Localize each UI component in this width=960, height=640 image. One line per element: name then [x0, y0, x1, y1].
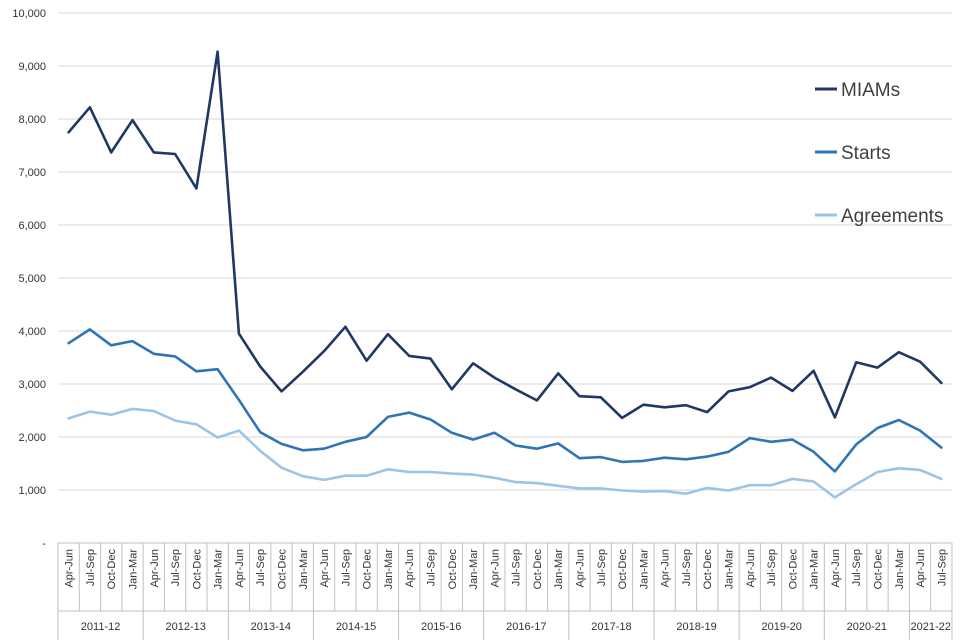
x-tick-label: Apr-Jun — [319, 549, 331, 588]
legend-label-agreements: Agreements — [841, 206, 943, 227]
group-label: 2011-12 — [81, 621, 121, 633]
x-tick-label: Jul-Sep — [426, 549, 438, 586]
x-tick-label: Oct-Dec — [617, 549, 629, 590]
y-axis: - 1,000 2,000 3,000 4,000 5,000 6,000 7,000 8,00… — [12, 8, 46, 550]
x-tick-label: Oct-Dec — [362, 549, 374, 590]
y-tick-label: 2,000 — [18, 432, 46, 444]
y-tick-label: 10,000 — [12, 8, 46, 20]
x-tick-label: Jan-Mar — [553, 549, 565, 590]
group-label: 2015-16 — [421, 621, 461, 633]
x-tick-label: Apr-Jun — [745, 549, 757, 588]
series-line-starts — [67, 328, 943, 473]
x-tick-label: Jul-Sep — [596, 549, 608, 586]
x-tick-label: Jan-Mar — [298, 549, 310, 590]
x-tick-label: Apr-Jun — [830, 549, 842, 588]
x-tick-label: Jul-Sep — [340, 549, 352, 586]
group-label: 2019-20 — [762, 621, 802, 633]
y-tick-label: 4,000 — [18, 326, 46, 338]
x-tick-label: Jul-Sep — [511, 549, 523, 586]
legend-label-miams: MIAMs — [841, 80, 900, 101]
y-tick-label: 9,000 — [18, 61, 46, 73]
y-tick-label: 3,000 — [18, 379, 46, 391]
x-tick-label: Oct-Dec — [277, 549, 289, 590]
series-line-miams — [67, 50, 943, 420]
group-label: 2020-21 — [847, 621, 887, 633]
x-tick-label: Jul-Sep — [255, 549, 267, 586]
x-tick-label: Apr-Jun — [575, 549, 587, 588]
x-tick-label: Jan-Mar — [468, 549, 480, 590]
x-tick-label: Jul-Sep — [681, 549, 693, 586]
legend-label-starts: Starts — [841, 143, 891, 164]
y-tick-label: 5,000 — [18, 273, 46, 285]
x-tick-label: Jul-Sep — [766, 549, 778, 586]
series-line-agreements — [67, 407, 943, 499]
x-tick-label: Apr-Jun — [404, 549, 416, 588]
x-tick-label: Oct-Dec — [191, 549, 203, 590]
x-tick-label: Jan-Mar — [128, 549, 140, 590]
x-tick-label: Jan-Mar — [213, 549, 225, 590]
x-tick-label: Jan-Mar — [894, 549, 906, 590]
x-tick-label: Apr-Jun — [149, 549, 161, 588]
legend-item-miams: MIAMs — [815, 80, 900, 101]
x-tick-label: Apr-Jun — [64, 549, 76, 588]
x-tick-label: Oct-Dec — [702, 549, 714, 590]
x-tick-label: Jan-Mar — [383, 549, 395, 590]
group-label: 2017-18 — [591, 621, 631, 633]
y-tick-label: 8,000 — [18, 114, 46, 126]
x-tick-label: Apr-Jun — [234, 549, 246, 588]
x-tick-label: Oct-Dec — [532, 549, 544, 590]
y-tick-label: 1,000 — [18, 485, 46, 497]
x-tick-label: Jul-Sep — [85, 549, 97, 586]
x-tick-label: Apr-Jun — [489, 549, 501, 588]
x-tick-label: Jan-Mar — [638, 549, 650, 590]
y-tick-label: 7,000 — [18, 167, 46, 179]
x-tick-label: Jul-Sep — [936, 549, 948, 586]
group-label: 2018-19 — [676, 621, 716, 633]
series-lines — [67, 50, 943, 499]
legend-item-starts: Starts — [815, 143, 891, 164]
group-label: 2021-22 — [911, 621, 951, 633]
x-tick-label: Oct-Dec — [873, 549, 885, 590]
x-tick-label: Apr-Jun — [915, 549, 927, 588]
x-axis: Apr-Jun Jul-Sep Oct-Dec Jan-Mar Apr-Jun Jul-S… — [57, 542, 953, 640]
x-tick-label: Jan-Mar — [724, 549, 736, 590]
x-tick-label: Apr-Jun — [660, 549, 672, 588]
legend-item-agreements: Agreements — [815, 206, 943, 227]
group-label: 2012-13 — [166, 621, 206, 633]
x-tick-label: Jan-Mar — [809, 549, 821, 590]
y-tick-label: 6,000 — [18, 220, 46, 232]
x-tick-label: Jul-Sep — [851, 549, 863, 586]
legend: MIAMs Starts Agreements — [815, 80, 943, 227]
x-tick-label: Oct-Dec — [106, 549, 118, 590]
x-tick-label: Oct-Dec — [447, 549, 459, 590]
group-label: 2016-17 — [506, 621, 546, 633]
y-tick-label: - — [42, 538, 46, 550]
x-tick-label: Oct-Dec — [787, 549, 799, 590]
x-tick-label: Jul-Sep — [170, 549, 182, 586]
group-label: 2013-14 — [251, 621, 291, 633]
gridlines — [58, 12, 952, 491]
group-label: 2014-15 — [336, 621, 376, 633]
